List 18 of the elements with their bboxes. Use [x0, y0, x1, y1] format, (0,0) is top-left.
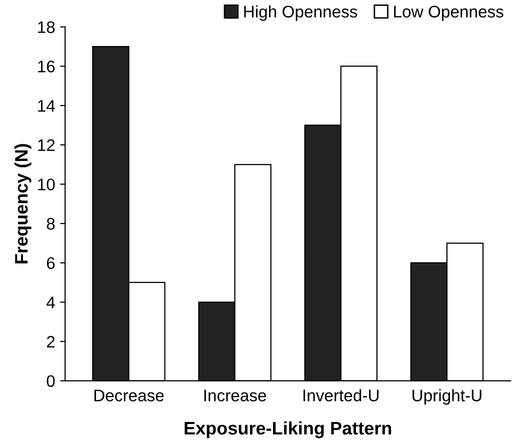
x-tick-label: Upright-U	[412, 389, 482, 405]
y-tick-label: 18	[38, 21, 55, 34]
y-tick-label: 8	[46, 218, 55, 230]
x-tick-label: Inverted-U	[304, 389, 379, 402]
legend-label: High Openness	[244, 5, 358, 21]
legend-label: Low Openness	[394, 6, 504, 21]
x-axis-title: Exposure-Liking Pattern	[184, 421, 392, 438]
y-tick-label: 14	[38, 100, 55, 112]
y-tick-label: 0	[46, 375, 55, 388]
x-tick-label: Increase	[204, 390, 266, 402]
y-tick-label: 6	[46, 257, 55, 270]
y-tick-label: 12	[38, 139, 55, 151]
y-axis-title: Frequency (N)	[14, 144, 32, 264]
y-tick-label: 16	[38, 60, 55, 72]
y-tick-label: 2	[46, 336, 55, 348]
y-tick-label: 4	[46, 296, 55, 308]
x-tick-label: Decrease	[94, 390, 164, 402]
y-tick-label: 10	[38, 178, 55, 190]
